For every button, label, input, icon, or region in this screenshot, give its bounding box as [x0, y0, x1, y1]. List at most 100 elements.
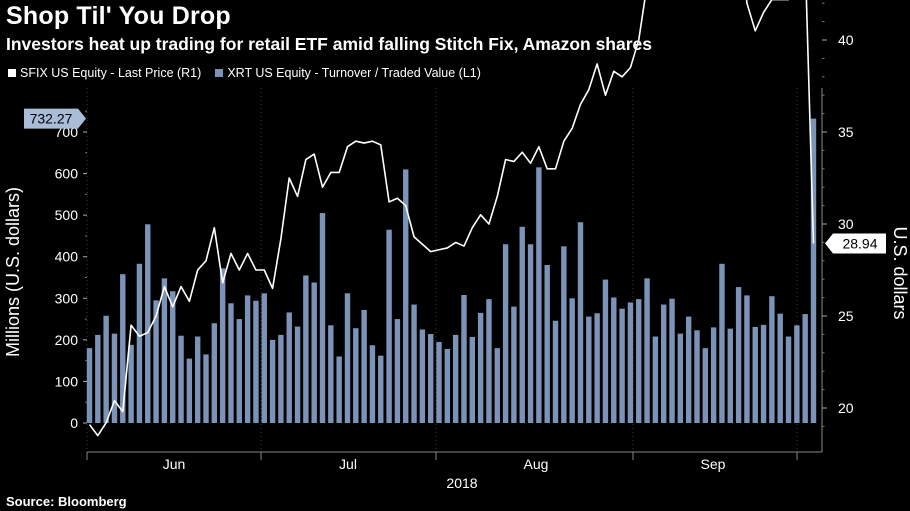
bar: [145, 224, 151, 423]
bar: [794, 325, 800, 423]
bar: [602, 279, 609, 423]
bar: [319, 213, 326, 423]
bar: [219, 268, 226, 423]
chart-title: Shop Til' You Drop: [6, 2, 231, 30]
bar: [752, 326, 758, 423]
bar: [311, 282, 317, 423]
bar: [552, 320, 559, 423]
right-tick-label: 35: [838, 124, 854, 140]
bar: [361, 309, 367, 423]
bar: [719, 263, 725, 423]
bar-last-value: 732.27: [30, 111, 73, 127]
bar: [120, 274, 126, 423]
bar: [627, 302, 634, 423]
x-axis-year-label: 2018: [446, 475, 477, 491]
bar-callout-box: [24, 108, 86, 129]
bar: [86, 348, 93, 423]
bar: [286, 312, 292, 423]
bar: [461, 294, 467, 423]
bar: [353, 328, 359, 423]
bar: [336, 356, 342, 423]
bar: [536, 167, 542, 423]
legend-swatch-xrt: [215, 69, 224, 77]
bar: [103, 315, 109, 423]
bar: [544, 265, 550, 423]
bar: [702, 348, 709, 423]
month-label: Jul: [339, 456, 357, 472]
bar: [128, 344, 134, 423]
bar: [586, 316, 592, 423]
bar: [727, 328, 733, 423]
left-tick-label: 500: [55, 207, 79, 223]
bar: [694, 330, 700, 423]
bar: [669, 298, 675, 423]
bar: [444, 349, 451, 423]
bar: [178, 335, 184, 423]
bar: [644, 278, 650, 423]
bar: [619, 308, 625, 423]
line-callout-box: [825, 233, 886, 254]
bar: [802, 314, 808, 423]
bar: [303, 275, 309, 423]
bar: [161, 278, 168, 423]
legend-label-xrt: XRT US Equity - Turnover / Traded Value …: [227, 66, 481, 80]
axis-labels: 010020030040050060070020253035404550JunJ…: [3, 32, 910, 491]
left-tick-label: 0: [70, 415, 78, 431]
bar: [203, 354, 209, 423]
bar: [636, 299, 642, 423]
bar: [735, 287, 742, 423]
bar: [502, 244, 509, 423]
bar: [428, 334, 434, 423]
bar-last-value-callout: 732.27: [24, 108, 86, 129]
bar: [136, 263, 143, 423]
bar: [294, 326, 301, 423]
bar: [760, 324, 767, 423]
bar: [577, 222, 584, 423]
bar: [344, 293, 351, 423]
axes: [83, 2, 827, 460]
bar: [519, 226, 525, 423]
left-tick-label: 400: [55, 249, 79, 265]
bar: [386, 229, 392, 423]
bar: [419, 329, 426, 423]
bar: [452, 334, 459, 423]
bar: [561, 246, 567, 423]
bar: [769, 296, 775, 423]
bar: [436, 341, 442, 423]
legend-item-sfix: SFIX US Equity - Last Price (R1): [8, 66, 201, 80]
bar: [253, 300, 259, 423]
right-tick-label: 25: [838, 308, 854, 324]
line-last-value-callout: 28.94: [825, 233, 886, 254]
left-axis-title: Millions (U.S. dollars): [3, 187, 23, 357]
line-series-sfix: [88, 0, 815, 437]
month-label: Jun: [163, 456, 186, 472]
price-line: [88, 0, 815, 437]
bar: [194, 336, 201, 423]
bar: [186, 358, 193, 423]
left-tick-label: 300: [55, 290, 79, 306]
bar: [369, 345, 376, 423]
bar: [777, 313, 783, 423]
bar-series-xrt: [86, 118, 817, 423]
bar: [211, 323, 218, 423]
right-tick-label: 20: [838, 400, 854, 416]
legend-swatch-sfix: [8, 69, 16, 77]
right-tick-label: 40: [838, 32, 854, 48]
bar: [494, 348, 500, 423]
bar: [411, 304, 417, 423]
bar: [236, 319, 242, 423]
bar: [261, 293, 267, 423]
bar: [527, 244, 534, 423]
bar: [153, 300, 159, 423]
bar: [378, 355, 384, 423]
bar: [785, 336, 792, 423]
bar: [810, 118, 817, 423]
bar: [95, 334, 101, 423]
line-last-value: 28.94: [842, 236, 877, 252]
month-label: Aug: [524, 456, 549, 472]
legend-label-sfix: SFIX US Equity - Last Price (R1): [20, 66, 202, 80]
bar: [394, 319, 401, 423]
bar: [486, 299, 492, 423]
bar: [652, 336, 659, 423]
